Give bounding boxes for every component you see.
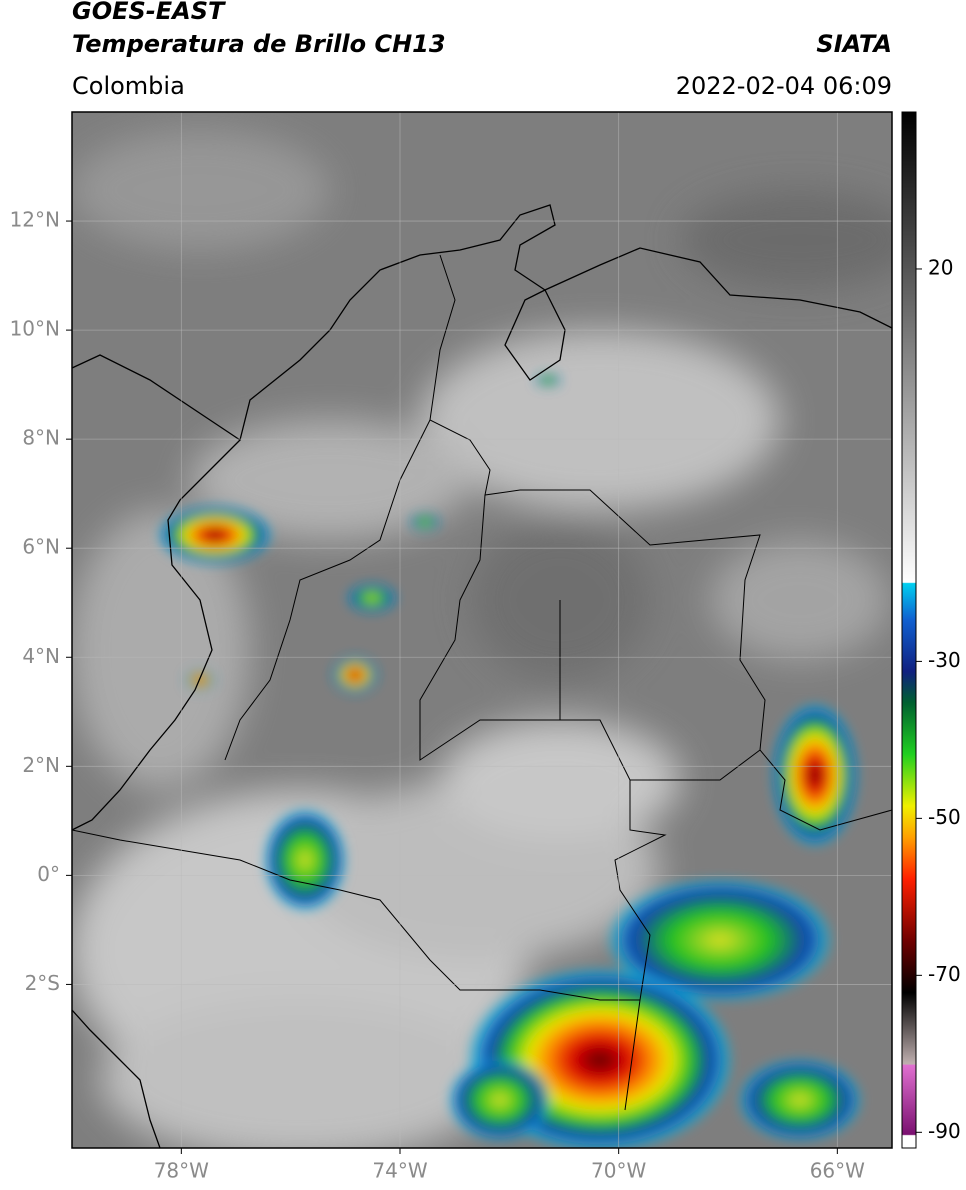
y-tick-label: 8°N: [22, 426, 60, 450]
y-tick-label: 12°N: [10, 208, 60, 232]
subtitle: Temperatura de Brillo CH13: [72, 30, 446, 58]
x-tick-label: 70°W: [591, 1159, 646, 1183]
datetime: 2022-02-04 06:09: [676, 72, 892, 100]
colorbar-tick-label: -30: [928, 648, 961, 672]
coastlines: [72, 204, 892, 1148]
region: Colombia: [72, 72, 185, 100]
colorbar-tick-label: -70: [928, 962, 961, 986]
y-tick-label: 4°N: [22, 644, 60, 668]
y-tick-label: 6°N: [22, 535, 60, 559]
title: GOES-EAST: [72, 0, 226, 25]
y-tick-label: 10°N: [10, 317, 60, 341]
colorbar-tick-label: -90: [928, 1119, 961, 1143]
map-frame: [71, 111, 893, 1149]
colorbar-tick-label: 20: [928, 255, 953, 279]
x-tick-label: 74°W: [372, 1159, 427, 1183]
colorbar-tick-label: -50: [928, 805, 961, 829]
y-tick-label: 2°S: [25, 971, 60, 995]
map-image: [72, 112, 892, 1148]
gridlines: [72, 112, 892, 1148]
y-tick-label: 2°N: [22, 753, 60, 777]
colorbar: [901, 111, 917, 1149]
borders: [72, 254, 892, 1111]
x-tick-label: 66°W: [810, 1159, 865, 1183]
source: SIATA: [816, 30, 892, 58]
y-tick-label: 0°: [37, 862, 60, 886]
x-tick-label: 78°W: [154, 1159, 209, 1183]
